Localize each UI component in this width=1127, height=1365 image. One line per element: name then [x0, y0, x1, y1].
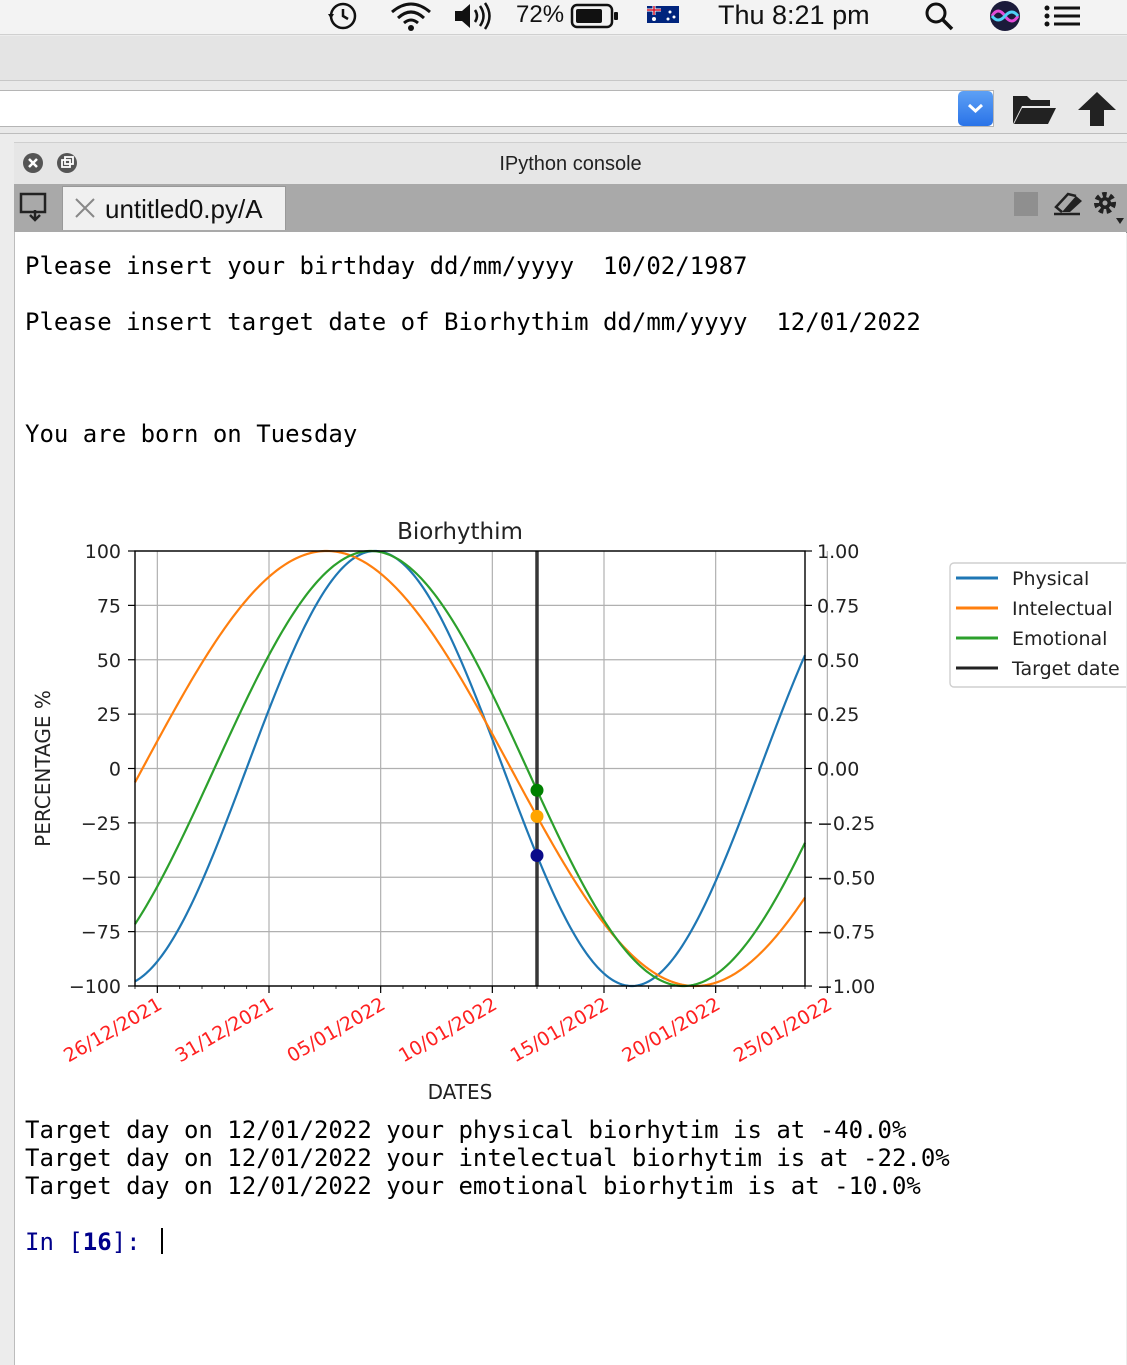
australian-flag-icon[interactable]	[646, 0, 680, 34]
main-toolbar	[0, 36, 1127, 81]
chevron-down-icon	[967, 103, 984, 114]
ipython-console-output[interactable]: Please insert your birthday dd/mm/yyyy 1…	[14, 232, 1126, 1365]
x-tick-label: 25/01/2022	[730, 993, 836, 1067]
y2-tick-label: −0.75	[817, 922, 875, 944]
undock-pane-icon[interactable]	[56, 152, 78, 179]
working-directory-input[interactable]	[0, 90, 994, 127]
x-tick-label: 10/01/2022	[395, 993, 501, 1067]
up-arrow-icon[interactable]	[1074, 88, 1120, 135]
x-tick-label: 26/12/2021	[60, 993, 166, 1067]
eraser-icon[interactable]	[1050, 190, 1084, 223]
y-tick-label: 50	[97, 650, 121, 672]
x-tick-label: 20/01/2022	[618, 993, 724, 1067]
y2-tick-label: −0.25	[817, 813, 875, 835]
console-line-weekday: You are born on Tuesday	[25, 420, 358, 448]
x-axis-label: DATES	[428, 1080, 493, 1104]
console-line-birthday: Please insert your birthday dd/mm/yyyy 1…	[25, 252, 748, 280]
legend-label: Target date	[1011, 658, 1120, 680]
y2-tick-label: 0.50	[817, 650, 859, 672]
y-axis-label: PERCENTAGE %	[31, 690, 55, 847]
pane-title: IPython console	[499, 153, 642, 175]
y2-tick-label: 0.75	[817, 595, 859, 617]
prompt-number: 16	[82, 1228, 112, 1256]
input-prompt[interactable]: In [16]:	[25, 1228, 164, 1256]
y-tick-label: 100	[85, 541, 121, 563]
menu-bar-clock[interactable]: Thu 8:21 pm	[718, 0, 870, 30]
close-pane-icon[interactable]	[22, 152, 44, 179]
biorhythm-chart: 26/12/2021 31/12/2021 05/01/2022 10/01/2022…	[31, 519, 1126, 1104]
y-tick-label: 75	[97, 595, 121, 617]
chart-title: Biorhythim	[397, 519, 523, 545]
y-tick-label: −75	[81, 922, 121, 944]
x-tick-label: 15/01/2022	[507, 993, 613, 1067]
pane-title-bar: IPython console	[14, 142, 1127, 184]
spotlight-search-icon[interactable]	[922, 0, 958, 34]
marker-intelectual	[530, 809, 544, 823]
result-physical: Target day on 12/01/2022 your physical b…	[25, 1116, 907, 1144]
legend-box	[949, 562, 1126, 688]
y-tick-label: −100	[69, 976, 121, 998]
battery-percentage: 72%	[516, 1, 565, 28]
marker-emotional	[530, 783, 544, 797]
result-intelectual: Target day on 12/01/2022 your intelectua…	[25, 1144, 950, 1172]
x-tick-label: 31/12/2021	[172, 993, 278, 1067]
prompt-in: In [	[25, 1228, 83, 1256]
y2-tick-label: 0.00	[817, 759, 859, 781]
y-tick-label: 0	[109, 759, 121, 781]
result-emotional: Target day on 12/01/2022 your emotional …	[25, 1172, 921, 1200]
browse-tabs-icon[interactable]	[18, 190, 52, 229]
open-folder-icon[interactable]	[1010, 88, 1058, 135]
menu-bar: 72% Thu 8:21 pm	[0, 0, 1127, 35]
legend-label: Physical	[1012, 568, 1089, 590]
notification-center-icon[interactable]	[1042, 0, 1082, 34]
y2-tick-label: 0.25	[817, 704, 859, 726]
console-line-target-date: Please insert target date of Biorhythim …	[25, 308, 921, 336]
y2-tick-label: 1.00	[817, 541, 859, 563]
series-line-physical	[134, 549, 807, 988]
chart-legend: Physical Intelectual Emotional Target date	[949, 562, 1126, 688]
legend-label: Emotional	[1012, 628, 1107, 650]
legend-label: Intelectual	[1012, 598, 1113, 620]
marker-physical	[530, 849, 544, 862]
battery-icon[interactable]	[570, 0, 620, 34]
y-tick-label: −50	[81, 867, 121, 889]
plot-frame	[134, 550, 806, 987]
y-tick-label: −25	[81, 813, 121, 835]
x-tick-label: 05/01/2022	[283, 993, 389, 1067]
y-tick-label: 25	[97, 704, 121, 726]
prompt-end: ]:	[111, 1228, 156, 1256]
series-line-emotional	[134, 549, 806, 988]
siri-icon[interactable]	[986, 0, 1024, 34]
gear-icon[interactable]	[1090, 188, 1126, 231]
volume-icon[interactable]	[452, 0, 496, 34]
tab-label: untitled0.py/A	[105, 194, 263, 224]
close-tab-icon[interactable]	[73, 196, 97, 225]
time-machine-icon[interactable]	[322, 0, 362, 34]
y2-tick-label: −0.50	[817, 867, 875, 889]
tab-untitled0[interactable]: untitled0.py/A	[62, 186, 286, 230]
y2-tick-label: −1.00	[817, 976, 875, 998]
stop-kernel-icon[interactable]	[1014, 192, 1038, 221]
text-cursor	[161, 1228, 164, 1254]
wifi-icon[interactable]	[388, 0, 434, 34]
dropdown-arrow-button[interactable]	[958, 91, 993, 126]
console-tab-bar: untitled0.py/A	[14, 184, 1127, 233]
